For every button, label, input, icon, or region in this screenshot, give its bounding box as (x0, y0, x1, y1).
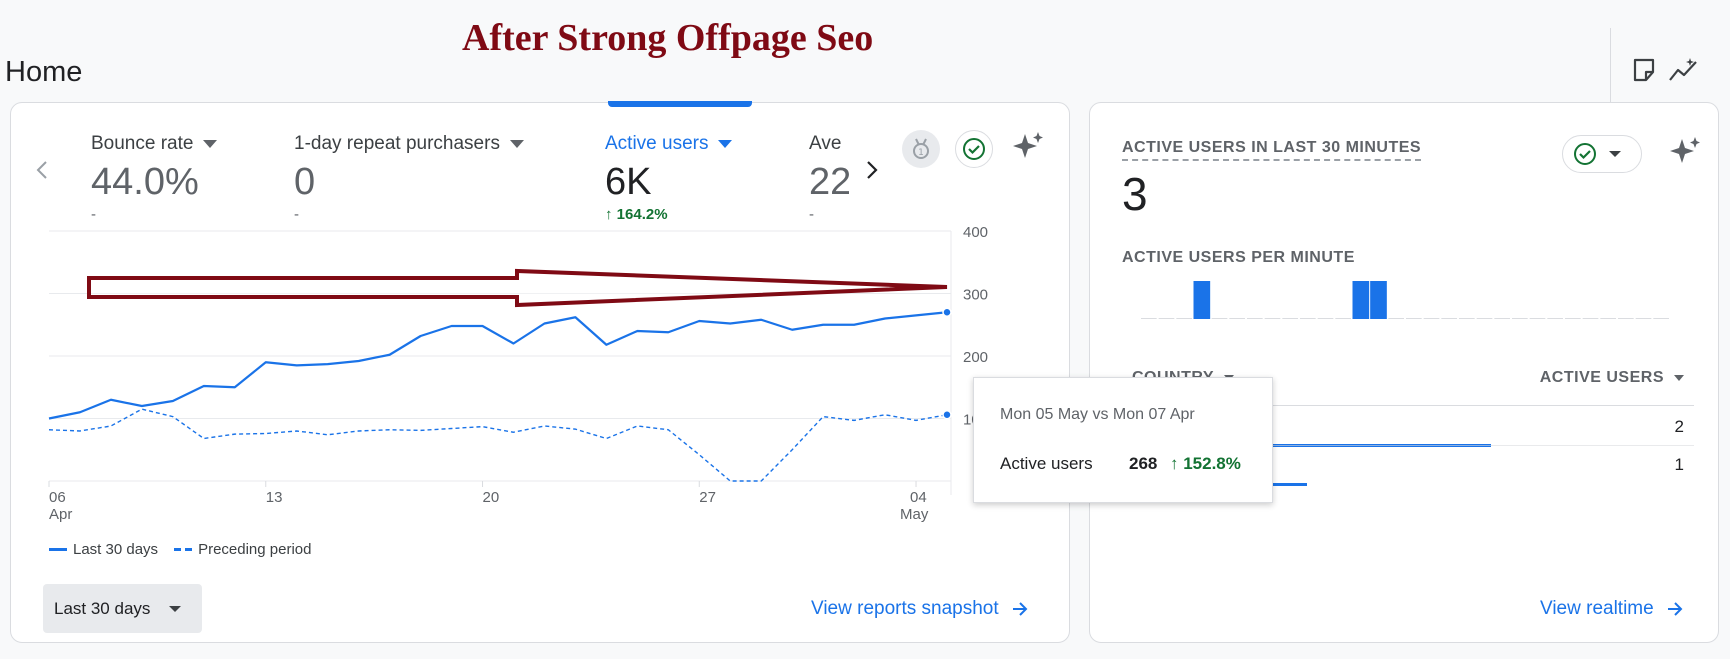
sparkle-icon[interactable] (1666, 133, 1704, 171)
date-range-label: Last 30 days (54, 598, 151, 618)
data-point[interactable] (942, 410, 952, 420)
next-metrics-button[interactable] (855, 153, 889, 187)
overview-card: Bounce rate 44.0% - 1-day repeat purchas… (10, 101, 1070, 643)
y-tick-label: 200 (963, 349, 988, 366)
table-divider (1122, 445, 1694, 446)
tooltip-change: ↑ 152.8% (1170, 454, 1241, 473)
award-icon[interactable]: 1 (902, 130, 940, 168)
metric-label: Active users (605, 133, 709, 154)
realtime-value: 3 (1122, 168, 1148, 220)
caret-down-icon (169, 605, 182, 612)
check-circle-icon[interactable] (955, 130, 993, 168)
per-minute-label: ACTIVE USERS PER MINUTE (1122, 249, 1355, 266)
column-label: ACTIVE USERS (1539, 369, 1664, 386)
view-reports-link[interactable]: View reports snapshot (811, 598, 1029, 620)
insights-icon[interactable] (1668, 54, 1700, 86)
x-tick-label: 20 (483, 489, 500, 506)
metric-change: ↑ 164.2% (605, 206, 668, 223)
table-divider (1122, 405, 1694, 406)
realtime-card: ACTIVE USERS IN LAST 30 MINUTES 3 ACTIVE… (1089, 102, 1719, 643)
x-tick-label: 13 (266, 489, 283, 506)
metric-label: Ave (809, 133, 842, 154)
metric-value: 0 (294, 161, 316, 203)
x-tick-month-label: Apr (49, 506, 72, 523)
legend-solid-swatch (49, 548, 67, 551)
series-line-previous (48, 408, 948, 482)
x-tick-label: 27 (699, 489, 716, 506)
y-tick-label: 300 (963, 287, 988, 304)
link-label: View realtime (1540, 598, 1654, 619)
metric-bounce-rate[interactable]: Bounce rate 44.0% - (91, 133, 218, 223)
sparkle-icon[interactable] (1009, 128, 1047, 166)
arrow-right-icon (1667, 602, 1683, 616)
minute-bar[interactable] (1193, 281, 1211, 319)
page-title: Home (5, 56, 83, 88)
legend-label: Preceding period (198, 541, 312, 558)
caret-down-icon (1674, 375, 1684, 381)
caret-down-icon (203, 140, 218, 148)
realtime-check-dropdown[interactable] (1562, 135, 1642, 173)
header-divider (1610, 28, 1611, 114)
metric-average[interactable]: Ave 22 - (809, 133, 849, 223)
caret-down-icon (509, 140, 524, 148)
data-point[interactable] (942, 307, 952, 317)
metric-value: 22 (809, 161, 849, 203)
metric-sub: - (294, 206, 299, 223)
tooltip-date: Mon 05 May vs Mon 07 Apr (1000, 406, 1195, 423)
prev-metrics-button[interactable] (25, 153, 59, 187)
active-tab-indicator (608, 101, 752, 107)
x-tick-month-label: May (900, 506, 929, 523)
legend-current[interactable]: Last 30 days (49, 541, 158, 558)
metric-value: 44.0% (91, 161, 199, 203)
notes-icon[interactable] (1628, 54, 1660, 86)
x-tick-label: 04 (910, 489, 927, 506)
chart-tooltip: Mon 05 May vs Mon 07 Apr Active users 26… (973, 377, 1273, 503)
metric-value: 6K (605, 161, 652, 203)
metric-label: Bounce rate (91, 133, 194, 154)
legend-label: Last 30 days (73, 541, 159, 558)
caret-down-icon (1609, 151, 1621, 157)
x-tick-label: 06 (49, 489, 66, 506)
caret-down-icon (718, 140, 733, 148)
y-tick-label: 400 (963, 224, 988, 241)
active-users-header[interactable]: ACTIVE USERS (1540, 369, 1684, 387)
link-label: View reports snapshot (811, 598, 999, 619)
chevron-right-icon (867, 161, 878, 179)
annotation-arrow (87, 268, 948, 308)
metric-sub: - (809, 206, 814, 223)
annotation-title: After Strong Offpage Seo (462, 17, 874, 59)
view-realtime-link[interactable]: View realtime (1540, 598, 1684, 620)
date-range-button[interactable]: Last 30 days (43, 584, 202, 633)
svg-text:1: 1 (918, 148, 924, 158)
table-row-value: 2 (1674, 417, 1684, 436)
minute-bar[interactable] (1352, 281, 1370, 319)
table-row-value: 1 (1674, 455, 1684, 474)
metric-repeat-purchasers[interactable]: 1-day repeat purchasers 0 - (294, 133, 524, 223)
minute-bar[interactable] (1370, 281, 1387, 319)
realtime-title[interactable]: ACTIVE USERS IN LAST 30 MINUTES (1122, 139, 1422, 161)
chart-legend: Last 30 days Preceding period (49, 541, 327, 558)
metric-label: 1-day repeat purchasers (294, 133, 500, 154)
arrow-right-icon (1012, 602, 1028, 616)
chevron-left-icon (36, 161, 47, 179)
tooltip-label: Active users (1000, 454, 1093, 473)
metric-sub: - (91, 206, 96, 223)
tooltip-value: 268 (1129, 454, 1158, 473)
legend-previous[interactable]: Preceding period (174, 541, 311, 558)
legend-dashed-swatch (174, 548, 193, 551)
check-circle-icon (1574, 143, 1596, 165)
series-line-current (48, 311, 948, 420)
metric-active-users[interactable]: Active users 6K ↑ 164.2% (605, 133, 733, 223)
per-minute-chart (1141, 281, 1669, 319)
